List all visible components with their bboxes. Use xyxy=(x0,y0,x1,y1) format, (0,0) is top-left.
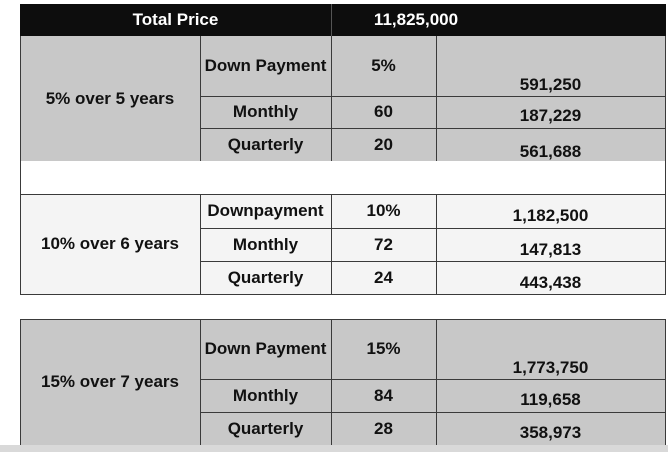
divider xyxy=(331,36,332,161)
spacer-row xyxy=(20,161,666,194)
divider xyxy=(665,194,666,294)
row-count: 20 xyxy=(374,134,393,154)
row-label: Quarterly xyxy=(227,418,304,438)
row-label: Downpayment xyxy=(207,201,324,220)
divider xyxy=(200,412,666,413)
plan-block-1 xyxy=(20,36,666,161)
divider xyxy=(20,36,21,161)
divider xyxy=(200,36,201,161)
divider xyxy=(200,228,666,229)
row-amount: 358,973 xyxy=(519,423,582,442)
row-label: Down Payment xyxy=(204,339,327,358)
divider xyxy=(20,294,666,295)
total-price-value: 11,825,000 xyxy=(373,10,459,29)
row-label: Quarterly xyxy=(227,134,304,154)
row-count: 60 xyxy=(374,102,393,121)
divider xyxy=(436,319,437,445)
divider xyxy=(200,379,666,380)
divider xyxy=(331,194,332,294)
row-amount: 119,658 xyxy=(520,390,581,409)
plan-name: 10% over 6 years xyxy=(41,234,179,253)
header-divider xyxy=(331,4,332,36)
row-label: Monthly xyxy=(232,102,299,121)
row-amount: 1,773,750 xyxy=(512,358,589,377)
row-amount: 187,229 xyxy=(519,106,582,125)
row-count: 5% xyxy=(371,56,396,75)
row-count: 24 xyxy=(374,267,393,287)
divider xyxy=(20,194,21,294)
row-count: 28 xyxy=(374,418,393,438)
divider xyxy=(436,36,437,161)
bottom-edge xyxy=(0,445,668,452)
row-count: 72 xyxy=(374,234,393,254)
row-amount: 443,438 xyxy=(519,273,582,292)
row-amount: 1,182,500 xyxy=(512,206,589,225)
table-header xyxy=(20,4,666,36)
plan-name: 15% over 7 years xyxy=(41,372,179,391)
divider xyxy=(20,319,666,320)
total-price-label: Total Price xyxy=(132,10,219,29)
row-count: 15% xyxy=(366,339,401,358)
row-label: Monthly xyxy=(232,234,299,254)
divider xyxy=(200,261,666,262)
divider xyxy=(200,96,666,97)
divider xyxy=(20,194,666,195)
row-amount: 561,688 xyxy=(519,142,582,161)
plan-block-2 xyxy=(20,194,666,294)
divider xyxy=(331,319,332,445)
divider xyxy=(436,194,437,294)
row-label: Quarterly xyxy=(227,267,304,287)
row-label: Down Payment xyxy=(204,56,327,75)
divider xyxy=(200,319,201,445)
divider xyxy=(200,194,201,294)
row-count: 10% xyxy=(366,201,401,220)
row-amount: 591,250 xyxy=(519,75,582,94)
divider xyxy=(20,319,21,445)
row-count: 84 xyxy=(374,385,393,405)
divider xyxy=(20,161,21,194)
plan-name: 5% over 5 years xyxy=(45,88,175,108)
divider xyxy=(665,319,666,445)
divider xyxy=(665,36,666,161)
plan-block-3 xyxy=(20,319,666,445)
row-label: Monthly xyxy=(232,385,299,405)
divider xyxy=(665,161,666,194)
divider xyxy=(200,128,666,129)
row-amount: 147,813 xyxy=(519,240,582,259)
